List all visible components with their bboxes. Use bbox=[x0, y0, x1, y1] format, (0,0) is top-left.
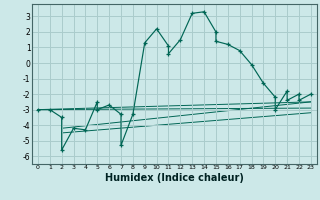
X-axis label: Humidex (Indice chaleur): Humidex (Indice chaleur) bbox=[105, 173, 244, 183]
